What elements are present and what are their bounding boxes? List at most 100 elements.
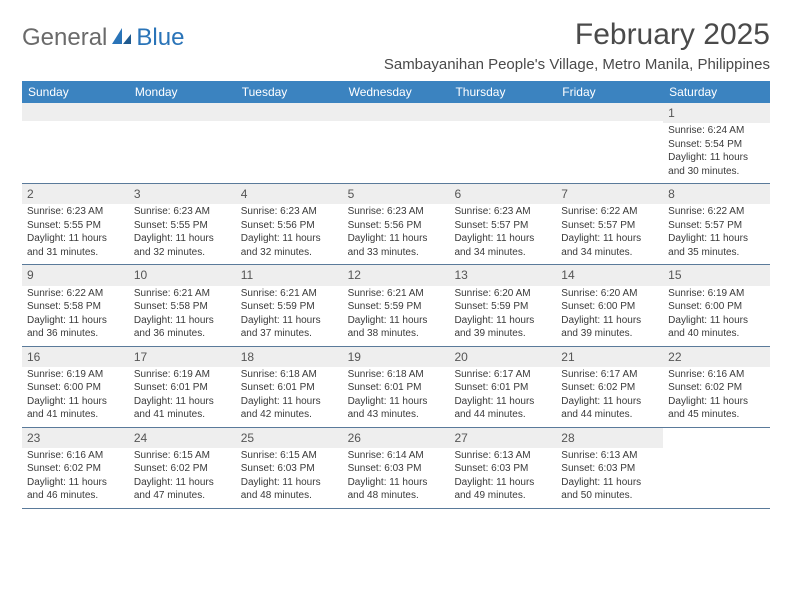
blank-band [129,103,236,121]
daylight1-text: Daylight: 11 hours [241,395,338,409]
day-cell: 21Sunrise: 6:17 AMSunset: 6:02 PMDayligh… [556,347,663,427]
sunrise-text: Sunrise: 6:23 AM [348,205,445,219]
day-cell: 13Sunrise: 6:20 AMSunset: 5:59 PMDayligh… [449,265,556,345]
daylight1-text: Daylight: 11 hours [27,314,124,328]
sunrise-text: Sunrise: 6:20 AM [561,287,658,301]
sunrise-text: Sunrise: 6:23 AM [241,205,338,219]
logo-sail-icon [111,26,133,51]
day-header-sunday: Sunday [22,81,129,103]
daylight1-text: Daylight: 11 hours [348,476,445,490]
day-cell: 1Sunrise: 6:24 AMSunset: 5:54 PMDaylight… [663,103,770,183]
day-number: 11 [236,265,343,285]
day-cell: 16Sunrise: 6:19 AMSunset: 6:00 PMDayligh… [22,347,129,427]
day-header-monday: Monday [129,81,236,103]
sunset-text: Sunset: 5:55 PM [134,219,231,233]
day-number: 28 [556,428,663,448]
daylight2-text: and 34 minutes. [561,246,658,260]
day-header-tuesday: Tuesday [236,81,343,103]
sunrise-text: Sunrise: 6:16 AM [27,449,124,463]
day-number: 25 [236,428,343,448]
blank-band [343,103,450,121]
daylight1-text: Daylight: 11 hours [668,151,765,165]
daylight2-text: and 41 minutes. [27,408,124,422]
sunset-text: Sunset: 5:56 PM [348,219,445,233]
sunset-text: Sunset: 5:58 PM [27,300,124,314]
day-cell: 7Sunrise: 6:22 AMSunset: 5:57 PMDaylight… [556,184,663,264]
daylight2-text: and 46 minutes. [27,489,124,503]
day-cell: 28Sunrise: 6:13 AMSunset: 6:03 PMDayligh… [556,428,663,508]
daylight1-text: Daylight: 11 hours [134,395,231,409]
sunset-text: Sunset: 5:59 PM [348,300,445,314]
day-cell: 10Sunrise: 6:21 AMSunset: 5:58 PMDayligh… [129,265,236,345]
day-cell [449,103,556,183]
weeks-container: 1Sunrise: 6:24 AMSunset: 5:54 PMDaylight… [22,103,770,509]
sunset-text: Sunset: 5:58 PM [134,300,231,314]
daylight2-text: and 32 minutes. [134,246,231,260]
sunrise-text: Sunrise: 6:17 AM [561,368,658,382]
sunrise-text: Sunrise: 6:19 AM [668,287,765,301]
sunset-text: Sunset: 5:57 PM [561,219,658,233]
sunrise-text: Sunrise: 6:21 AM [134,287,231,301]
daylight1-text: Daylight: 11 hours [561,232,658,246]
daylight2-text: and 45 minutes. [668,408,765,422]
sunrise-text: Sunrise: 6:15 AM [134,449,231,463]
day-header-thursday: Thursday [449,81,556,103]
daylight1-text: Daylight: 11 hours [668,395,765,409]
daylight1-text: Daylight: 11 hours [561,314,658,328]
logo-text-general: General [22,24,107,52]
sunrise-text: Sunrise: 6:21 AM [348,287,445,301]
sunrise-text: Sunrise: 6:22 AM [668,205,765,219]
day-number: 24 [129,428,236,448]
daylight1-text: Daylight: 11 hours [561,476,658,490]
day-number: 4 [236,184,343,204]
day-number: 1 [663,103,770,123]
sunrise-text: Sunrise: 6:19 AM [27,368,124,382]
logo: General Blue [22,24,184,52]
daylight1-text: Daylight: 11 hours [561,395,658,409]
day-cell: 18Sunrise: 6:18 AMSunset: 6:01 PMDayligh… [236,347,343,427]
day-cell: 17Sunrise: 6:19 AMSunset: 6:01 PMDayligh… [129,347,236,427]
sunset-text: Sunset: 6:01 PM [241,381,338,395]
day-cell: 19Sunrise: 6:18 AMSunset: 6:01 PMDayligh… [343,347,450,427]
sunrise-text: Sunrise: 6:23 AM [454,205,551,219]
daylight1-text: Daylight: 11 hours [348,314,445,328]
daylight1-text: Daylight: 11 hours [134,476,231,490]
daylight2-text: and 49 minutes. [454,489,551,503]
daylight2-text: and 48 minutes. [241,489,338,503]
sunrise-text: Sunrise: 6:18 AM [348,368,445,382]
daylight2-text: and 41 minutes. [134,408,231,422]
sunset-text: Sunset: 6:00 PM [561,300,658,314]
day-number: 8 [663,184,770,204]
day-cell: 23Sunrise: 6:16 AMSunset: 6:02 PMDayligh… [22,428,129,508]
daylight1-text: Daylight: 11 hours [668,314,765,328]
daylight1-text: Daylight: 11 hours [348,395,445,409]
day-number: 12 [343,265,450,285]
sunset-text: Sunset: 6:00 PM [27,381,124,395]
sunset-text: Sunset: 6:03 PM [454,462,551,476]
week-row: 2 Sunrise: 6:23 AM Sunset: 5:55 PM Daylight… [22,184,770,265]
sunset-text: Sunset: 6:02 PM [668,381,765,395]
day-number: 7 [556,184,663,204]
sunrise-text: Sunrise: 6:24 AM [668,124,765,138]
daylight1-text: Daylight: 11 hours [27,232,124,246]
day-number: 16 [22,347,129,367]
day-number: 2 [22,184,129,204]
daylight2-text: and 40 minutes. [668,327,765,341]
day-number: 19 [343,347,450,367]
day-cell: 5Sunrise: 6:23 AMSunset: 5:56 PMDaylight… [343,184,450,264]
sunset-text: Sunset: 6:03 PM [561,462,658,476]
sunrise-text: Sunrise: 6:21 AM [241,287,338,301]
day-cell [129,103,236,183]
sunset-text: Sunset: 6:00 PM [668,300,765,314]
sunset-text: Sunset: 5:59 PM [241,300,338,314]
sunset-text: Sunset: 6:01 PM [454,381,551,395]
daylight2-text: and 35 minutes. [668,246,765,260]
day-number: 20 [449,347,556,367]
sunrise-text: Sunrise: 6:22 AM [561,205,658,219]
day-cell [663,428,770,508]
sunrise-text: Sunrise: 6:19 AM [134,368,231,382]
daylight2-text: and 48 minutes. [348,489,445,503]
daylight1-text: Daylight: 11 hours [348,232,445,246]
week-row: 16Sunrise: 6:19 AMSunset: 6:00 PMDayligh… [22,347,770,428]
daylight1-text: Daylight: 11 hours [27,476,124,490]
